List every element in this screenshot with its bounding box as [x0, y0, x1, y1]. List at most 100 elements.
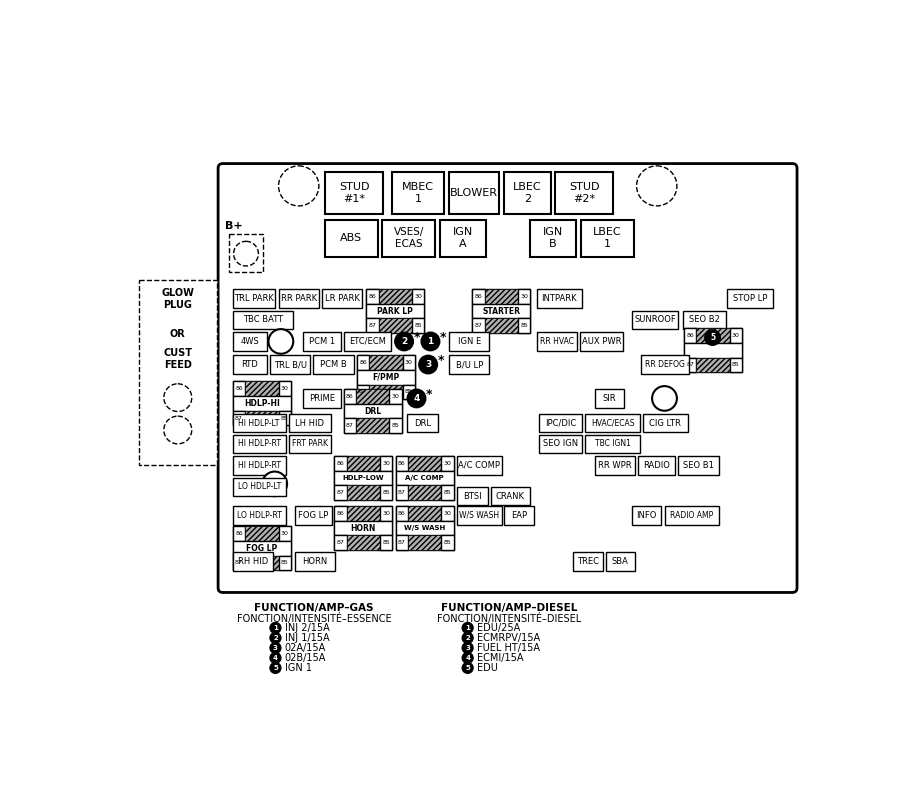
FancyBboxPatch shape	[270, 356, 311, 374]
Text: 86: 86	[368, 294, 377, 299]
Text: 86: 86	[235, 531, 243, 536]
Text: SEO B1: SEO B1	[683, 461, 714, 470]
FancyBboxPatch shape	[233, 553, 273, 571]
Text: DRL: DRL	[364, 406, 381, 416]
Text: ECMI/15A: ECMI/15A	[477, 653, 524, 663]
FancyBboxPatch shape	[289, 413, 331, 432]
Text: FRT PARK: FRT PARK	[292, 440, 328, 448]
FancyBboxPatch shape	[473, 303, 530, 318]
Circle shape	[462, 633, 473, 643]
FancyBboxPatch shape	[586, 413, 640, 432]
FancyBboxPatch shape	[441, 456, 453, 470]
FancyBboxPatch shape	[380, 506, 392, 521]
FancyBboxPatch shape	[573, 553, 602, 571]
FancyBboxPatch shape	[303, 332, 341, 351]
Circle shape	[395, 332, 413, 351]
FancyBboxPatch shape	[684, 343, 742, 358]
Text: LO HDLP-LT: LO HDLP-LT	[238, 482, 281, 492]
FancyBboxPatch shape	[643, 413, 687, 432]
FancyBboxPatch shape	[505, 172, 550, 215]
Text: 85: 85	[382, 540, 390, 546]
Circle shape	[636, 166, 677, 206]
Text: INFO: INFO	[636, 511, 657, 520]
FancyBboxPatch shape	[233, 526, 291, 570]
Text: EDU/25A: EDU/25A	[477, 623, 520, 633]
FancyBboxPatch shape	[356, 370, 415, 385]
Text: *: *	[413, 331, 420, 344]
Text: 30: 30	[281, 531, 289, 536]
Text: 87: 87	[336, 490, 345, 495]
FancyBboxPatch shape	[380, 485, 392, 500]
Text: HI HDLP-LT: HI HDLP-LT	[239, 418, 280, 428]
FancyBboxPatch shape	[245, 411, 279, 425]
FancyBboxPatch shape	[396, 485, 408, 500]
Text: 4: 4	[273, 655, 278, 661]
FancyBboxPatch shape	[279, 289, 319, 307]
FancyBboxPatch shape	[396, 470, 453, 485]
FancyBboxPatch shape	[335, 506, 346, 521]
Text: FUNCTION/AMP–GAS: FUNCTION/AMP–GAS	[254, 604, 374, 613]
FancyBboxPatch shape	[440, 219, 486, 257]
FancyBboxPatch shape	[245, 382, 279, 396]
FancyBboxPatch shape	[344, 418, 356, 433]
Text: A/C COMP: A/C COMP	[405, 475, 444, 481]
FancyBboxPatch shape	[314, 356, 354, 374]
Text: 30: 30	[391, 394, 399, 399]
FancyBboxPatch shape	[335, 470, 392, 485]
Text: FONCTION/INTENSITÉ–DIESEL: FONCTION/INTENSITÉ–DIESEL	[438, 613, 581, 624]
FancyBboxPatch shape	[233, 411, 245, 425]
Text: 3: 3	[425, 360, 431, 369]
Text: FUNCTION/AMP–DIESEL: FUNCTION/AMP–DIESEL	[441, 604, 578, 613]
FancyBboxPatch shape	[408, 535, 441, 550]
Text: DRL: DRL	[414, 418, 431, 428]
Text: AUX PWR: AUX PWR	[581, 337, 622, 346]
FancyBboxPatch shape	[449, 356, 489, 374]
Text: B/U LP: B/U LP	[455, 360, 483, 369]
Circle shape	[408, 389, 426, 408]
FancyBboxPatch shape	[356, 389, 389, 404]
Text: 85: 85	[382, 490, 390, 495]
FancyBboxPatch shape	[380, 456, 392, 470]
Text: *: *	[426, 388, 432, 401]
Text: IGN E: IGN E	[458, 337, 481, 346]
Text: 30: 30	[443, 511, 452, 516]
Text: RADIO: RADIO	[643, 461, 670, 470]
Text: *: *	[438, 354, 444, 367]
Text: INTPARK: INTPARK	[541, 294, 577, 303]
FancyBboxPatch shape	[518, 318, 530, 333]
Text: 30: 30	[520, 294, 528, 299]
Text: A/C COMP: A/C COMP	[458, 461, 500, 470]
FancyBboxPatch shape	[580, 219, 633, 257]
FancyBboxPatch shape	[233, 382, 245, 396]
Text: INJ 2/15A: INJ 2/15A	[285, 623, 330, 633]
Text: 85: 85	[405, 390, 412, 394]
Text: 02B/15A: 02B/15A	[285, 653, 326, 663]
FancyBboxPatch shape	[367, 303, 424, 318]
Text: 87: 87	[474, 323, 483, 328]
Text: PRIME: PRIME	[309, 394, 335, 403]
FancyBboxPatch shape	[335, 535, 346, 550]
FancyBboxPatch shape	[664, 506, 718, 525]
FancyBboxPatch shape	[346, 485, 380, 500]
FancyBboxPatch shape	[335, 521, 392, 535]
FancyBboxPatch shape	[683, 310, 726, 329]
FancyBboxPatch shape	[233, 526, 245, 541]
Text: HDLP-LOW: HDLP-LOW	[343, 475, 384, 481]
Text: EDU: EDU	[477, 663, 498, 673]
FancyBboxPatch shape	[233, 289, 275, 307]
Text: EAP: EAP	[511, 511, 526, 520]
FancyBboxPatch shape	[218, 164, 797, 592]
Circle shape	[421, 332, 440, 351]
FancyBboxPatch shape	[402, 385, 415, 399]
FancyBboxPatch shape	[233, 555, 245, 570]
FancyBboxPatch shape	[344, 404, 402, 418]
FancyBboxPatch shape	[335, 485, 346, 500]
FancyBboxPatch shape	[529, 219, 576, 257]
FancyBboxPatch shape	[408, 413, 438, 432]
FancyBboxPatch shape	[389, 418, 402, 433]
Text: 85: 85	[520, 323, 528, 328]
FancyBboxPatch shape	[408, 485, 441, 500]
FancyBboxPatch shape	[356, 418, 389, 433]
Text: SIR: SIR	[602, 394, 616, 403]
Text: 87: 87	[368, 323, 377, 328]
